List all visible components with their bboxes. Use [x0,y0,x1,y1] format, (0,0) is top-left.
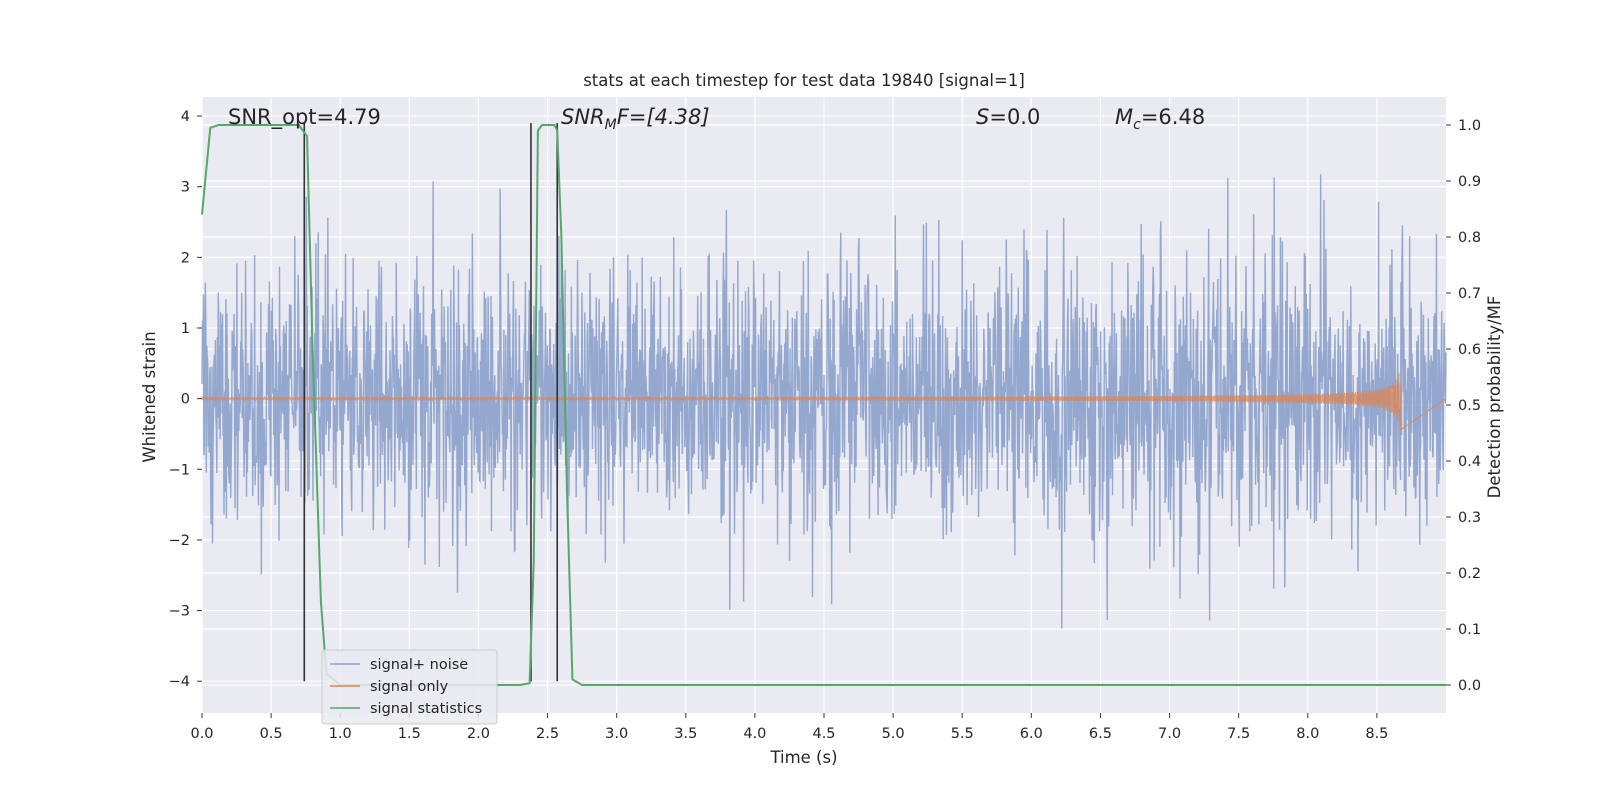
chart-title: stats at each timestep for test data 198… [583,71,1025,90]
s-rest: =0.0 [989,105,1040,129]
snr-mf-main: SNR [561,105,605,129]
axis-ticks: 0.0 0.5 1.0 1.5 2.0 2.5 3.0 3.5 4.0 4.5 5.0 5.5 6.0 6… [169,109,1481,742]
signal-plus-noise-series [201,174,1447,629]
y-tick-label: 2 [181,250,190,266]
snr-opt-annotation: SNR_opt=4.79 [228,105,381,130]
x-tick-label: 4.0 [743,726,766,742]
y-tick-label: 1 [181,321,190,337]
y-tick-label: 4 [181,109,190,125]
x-tick-label: 7.5 [1227,726,1250,742]
mc-main: M [1115,105,1133,129]
y-tick-label: −4 [169,674,190,690]
y-axis-label: Whitened strain [140,331,159,462]
y-tick-label: −1 [169,462,190,478]
x-tick-label: 0.5 [260,726,283,742]
mc-rest: =6.48 [1141,105,1205,129]
y-tick-label: −3 [169,604,190,620]
signal-plus-noise-line [201,174,1447,629]
trigger-vertical-lines [303,123,559,682]
y-tick-label: 3 [181,180,190,196]
y-tick-label: 0 [181,392,190,408]
x-tick-label: 1.5 [398,726,421,742]
x-tick-label: 3.0 [605,726,628,742]
x-tick-label: 5.0 [882,726,905,742]
y2-tick-label: 0.4 [1458,454,1481,470]
x-tick-label: 8.5 [1365,726,1388,742]
legend: signal+ noise signal only signal statist… [321,649,498,725]
x-tick-label: 7.0 [1158,726,1181,742]
y2-tick-label: 0.3 [1458,510,1481,526]
x-tick-label: 6.0 [1020,726,1043,742]
y2-tick-label: 0.0 [1458,678,1481,694]
y2-tick-label: 1.0 [1458,118,1481,134]
x-tick-label: 3.5 [674,726,697,742]
x-tick-label: 2.5 [536,726,559,742]
x-tick-label: 4.5 [812,726,835,742]
x-tick-label: 2.0 [467,726,490,742]
y2-tick-label: 0.2 [1458,566,1481,582]
signal-only-series [201,373,1447,431]
x-axis-label: Time (s) [769,748,837,767]
snr-mf-subscript: M [605,117,617,133]
legend-label-signal-only: signal only [370,679,449,695]
legend-box [321,649,498,725]
x-tick-label: 6.5 [1089,726,1112,742]
y2-axis-label: Detection probability/MF [1485,296,1504,499]
x-tick-label: 0.0 [190,726,213,742]
x-tick-label: 1.0 [329,726,352,742]
y2-tick-label: 0.6 [1458,342,1481,358]
legend-label-signal-statistics: signal statistics [370,701,482,717]
snr-mf-annotation: SNRMF=[4.38] [561,105,710,133]
snr-mf-rest: F=[4.38] [617,105,710,129]
y2-tick-label: 0.1 [1458,622,1481,638]
y-tick-label: −2 [169,533,190,549]
x-tick-label: 8.0 [1296,726,1319,742]
y2-tick-label: 0.7 [1458,286,1481,302]
s-annotation: S=0.0 [976,105,1040,129]
mc-subscript: c [1133,117,1141,133]
y2-tick-label: 0.8 [1458,230,1481,246]
y2-tick-label: 0.5 [1458,398,1481,414]
s-main: S [976,105,989,129]
x-tick-label: 5.5 [951,726,974,742]
legend-label-signal-plus-noise: signal+ noise [370,657,468,673]
signal-only-line [201,373,1447,431]
y2-tick-label: 0.9 [1458,174,1481,190]
mc-annotation: Mc=6.48 [1115,105,1205,133]
